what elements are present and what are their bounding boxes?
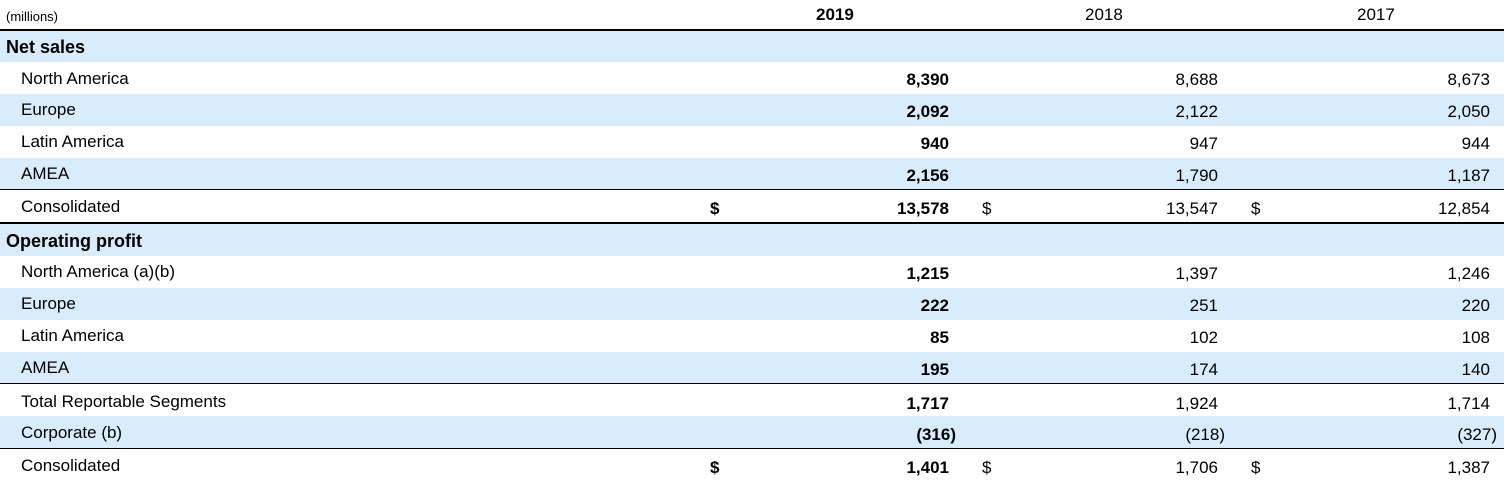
currency-symbol: $ <box>710 458 720 477</box>
value-2019: 8,390 <box>906 70 949 89</box>
value-2019: 2,092 <box>906 102 949 121</box>
value-2018: 1,706 <box>1175 458 1218 477</box>
table-row: North America (a)(b) 1,215 1,397 1,246 <box>0 256 1504 288</box>
subtotal-rule <box>0 383 1504 384</box>
value-2018: 13,547 <box>1166 199 1218 218</box>
value-2019: 940 <box>920 134 949 153</box>
value-2019: 2,156 <box>906 166 949 185</box>
table-row: Latin America 85 102 108 <box>0 320 1504 352</box>
table-row: AMEA 2,156 1,790 1,187 <box>0 158 1504 189</box>
total-rule <box>0 222 1504 224</box>
table-row: AMEA 195 174 140 <box>0 352 1504 383</box>
currency-symbol: $ <box>982 199 992 218</box>
value-2019: 222 <box>920 296 949 315</box>
row-label: AMEA <box>21 358 70 377</box>
value-2018: 102 <box>1189 328 1218 347</box>
table-row: Europe 222 251 220 <box>0 288 1504 320</box>
column-header-2019: 2019 <box>816 5 854 24</box>
table-row-total: Consolidated $ 13,578 $ 13,547 $ 12,854 <box>0 190 1504 222</box>
currency-symbol: $ <box>982 458 992 477</box>
section-title: Net sales <box>6 37 86 57</box>
table-row: Europe 2,092 2,122 2,050 <box>0 94 1504 126</box>
subtotal-rule <box>0 448 1504 449</box>
value-2018: 174 <box>1189 360 1218 379</box>
row-label: Consolidated <box>21 456 121 475</box>
row-label: North America (a)(b) <box>21 262 175 281</box>
value-2017: 12,854 <box>1438 199 1490 218</box>
value-2019: 1,401 <box>906 458 949 477</box>
header-rule <box>0 29 1504 31</box>
value-2019: 195 <box>920 360 949 379</box>
table-row: Latin America 940 947 944 <box>0 126 1504 158</box>
value-2019: 1,215 <box>906 264 949 283</box>
section-row-net-sales: Net sales <box>0 31 1504 62</box>
value-2017: 2,050 <box>1447 102 1490 121</box>
column-header-2017: 2017 <box>1357 5 1395 24</box>
row-label: North America <box>21 69 129 88</box>
value-2017: 1,187 <box>1447 166 1490 185</box>
value-2017: 8,673 <box>1447 70 1490 89</box>
unit-label: (millions) <box>6 9 58 24</box>
column-header-2018: 2018 <box>1085 5 1123 24</box>
value-2017: 1,246 <box>1447 264 1490 283</box>
value-2018: 1,397 <box>1175 264 1218 283</box>
row-label: Latin America <box>21 132 124 151</box>
value-2019: 13,578 <box>897 199 949 218</box>
value-2017: 140 <box>1461 360 1490 379</box>
value-2017: 1,387 <box>1447 458 1490 477</box>
value-2018: (218) <box>1185 425 1225 444</box>
row-label: Consolidated <box>21 197 121 216</box>
table-row-subtotal: Total Reportable Segments 1,717 1,924 1,… <box>0 384 1504 416</box>
value-2018: 251 <box>1189 296 1218 315</box>
value-2017: (327) <box>1457 425 1497 444</box>
value-2018: 1,790 <box>1175 166 1218 185</box>
section-row-operating-profit: Operating profit <box>0 224 1504 256</box>
value-2017: 220 <box>1461 296 1490 315</box>
value-2019: (316) <box>916 425 956 444</box>
value-2018: 2,122 <box>1175 102 1218 121</box>
value-2018: 8,688 <box>1175 70 1218 89</box>
value-2019: 1,717 <box>906 394 949 413</box>
value-2018: 1,924 <box>1175 394 1218 413</box>
table-row: Corporate (b) (316) (218) (327) <box>0 416 1504 448</box>
value-2018: 947 <box>1189 134 1218 153</box>
row-label: Total Reportable Segments <box>21 392 227 411</box>
row-label: Europe <box>21 294 76 313</box>
table-row-total: Consolidated $ 1,401 $ 1,706 $ 1,387 <box>0 449 1504 481</box>
value-2019: 85 <box>930 328 949 347</box>
row-label: Latin America <box>21 326 124 345</box>
row-label: Corporate (b) <box>21 423 123 442</box>
currency-symbol: $ <box>1251 458 1261 477</box>
currency-symbol: $ <box>710 199 720 218</box>
value-2017: 944 <box>1461 134 1490 153</box>
value-2017: 108 <box>1461 328 1490 347</box>
table-row: North America 8,390 8,688 8,673 <box>0 62 1504 94</box>
section-title: Operating profit <box>6 231 142 251</box>
value-2017: 1,714 <box>1447 394 1490 413</box>
subtotal-rule <box>0 189 1504 190</box>
currency-symbol: $ <box>1251 199 1261 218</box>
row-label: AMEA <box>21 164 70 183</box>
row-label: Europe <box>21 100 76 119</box>
